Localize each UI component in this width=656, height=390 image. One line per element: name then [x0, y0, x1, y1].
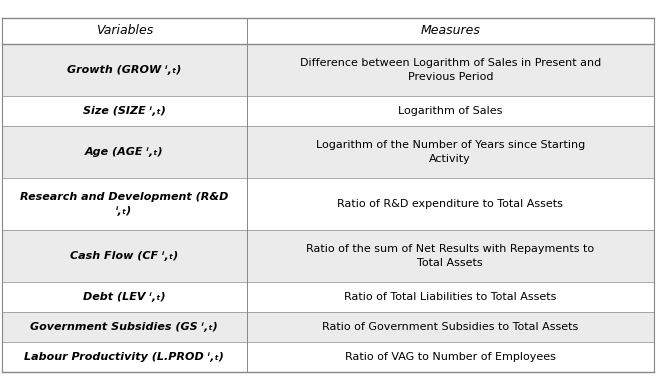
- Text: Government Subsidies (GS ⁱ,ₜ): Government Subsidies (GS ⁱ,ₜ): [30, 322, 218, 332]
- Text: Ratio of the sum of Net Results with Repayments to
Total Assets: Ratio of the sum of Net Results with Rep…: [306, 245, 594, 268]
- Text: Cash Flow (CF ⁱ,ₜ): Cash Flow (CF ⁱ,ₜ): [70, 251, 178, 261]
- Text: Measures: Measures: [420, 25, 480, 37]
- Text: Ratio of Total Liabilities to Total Assets: Ratio of Total Liabilities to Total Asse…: [344, 292, 556, 302]
- Text: Research and Development (R&D
ⁱ,ₜ): Research and Development (R&D ⁱ,ₜ): [20, 192, 228, 216]
- Bar: [2, 312, 654, 342]
- Text: Ratio of Government Subsidies to Total Assets: Ratio of Government Subsidies to Total A…: [322, 322, 579, 332]
- Bar: [2, 44, 654, 96]
- Bar: [2, 96, 654, 126]
- Text: Difference between Logarithm of Sales in Present and
Previous Period: Difference between Logarithm of Sales in…: [300, 58, 601, 82]
- Text: Size (SIZE ⁱ,ₜ): Size (SIZE ⁱ,ₜ): [83, 106, 166, 116]
- Text: Labour Productivity (L.PROD ⁱ,ₜ): Labour Productivity (L.PROD ⁱ,ₜ): [24, 352, 224, 362]
- Text: Ratio of VAG to Number of Employees: Ratio of VAG to Number of Employees: [345, 352, 556, 362]
- Text: Ratio of R&D expenditure to Total Assets: Ratio of R&D expenditure to Total Assets: [337, 199, 564, 209]
- Text: Age (AGE ⁱ,ₜ): Age (AGE ⁱ,ₜ): [85, 147, 163, 157]
- Bar: [2, 230, 654, 282]
- Bar: [2, 342, 654, 372]
- Bar: [2, 178, 654, 230]
- Bar: [2, 126, 654, 178]
- Bar: [2, 282, 654, 312]
- Text: Debt (LEV ⁱ,ₜ): Debt (LEV ⁱ,ₜ): [83, 292, 165, 302]
- Text: Growth (GROW ⁱ,ₜ): Growth (GROW ⁱ,ₜ): [67, 65, 182, 75]
- Text: Variables: Variables: [96, 25, 153, 37]
- Bar: [2, 18, 654, 44]
- Text: Logarithm of the Number of Years since Starting
Activity: Logarithm of the Number of Years since S…: [316, 140, 585, 163]
- Text: Logarithm of Sales: Logarithm of Sales: [398, 106, 502, 116]
